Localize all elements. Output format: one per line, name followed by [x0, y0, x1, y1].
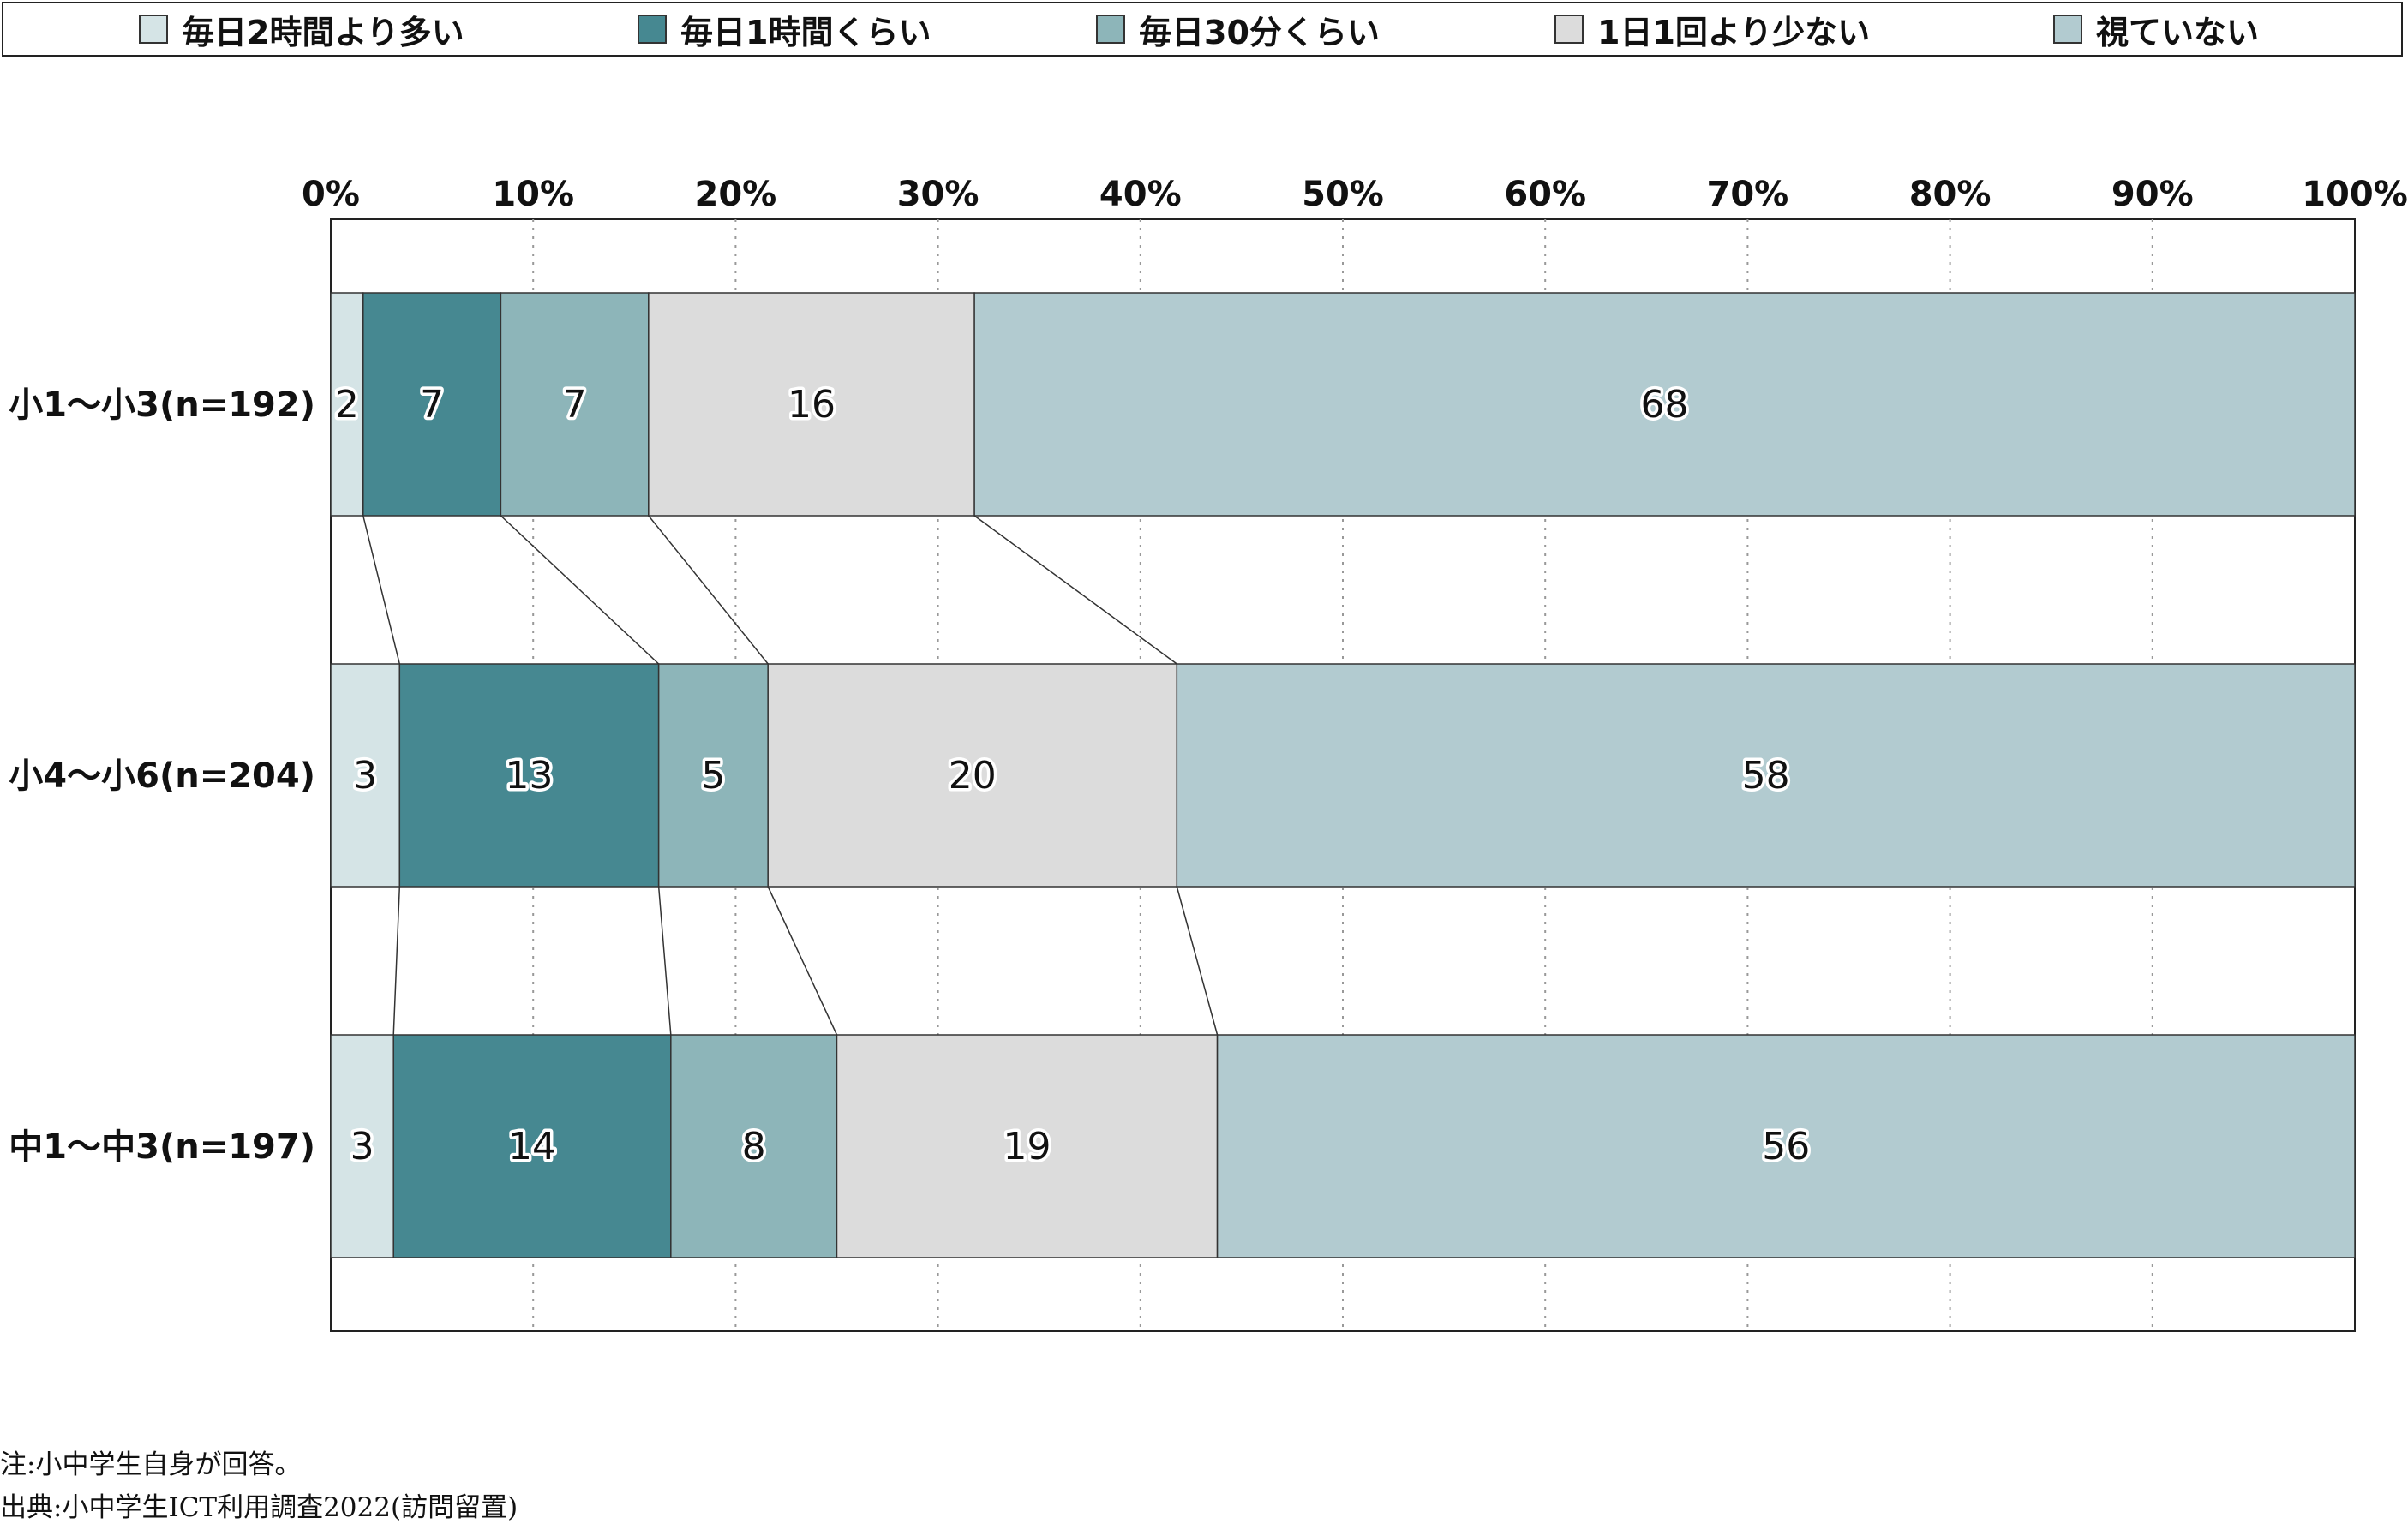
- legend-item: 1日1回より少ない: [1554, 3, 1870, 55]
- data-label: 16: [788, 383, 836, 427]
- data-label: 7: [563, 383, 587, 427]
- chart-legend: 毎日2時間より多い 毎日1時間くらい 毎日30分くらい 1日1回より少ない 視ていない: [2, 2, 2403, 57]
- connector-line: [392, 886, 401, 1036]
- data-label: 58: [1742, 754, 1790, 798]
- data-label: 68: [1641, 383, 1689, 427]
- legend-item: 視ていない: [2053, 3, 2259, 55]
- data-label: 3: [350, 1125, 374, 1168]
- x-tick-label: 0%: [302, 175, 360, 214]
- legend-item: 毎日30分くらい: [1096, 3, 1380, 55]
- x-tick-label: 50%: [1302, 175, 1384, 214]
- legend-label: 毎日1時間くらい: [680, 13, 931, 51]
- data-label: 20: [949, 754, 997, 798]
- chart-source: 出典:小中学生ICT利用調査2022(訪問留置): [0, 1492, 518, 1523]
- x-tick-label: 20%: [695, 175, 777, 214]
- legend-item: 毎日1時間くらい: [638, 3, 931, 55]
- connector-line: [657, 886, 672, 1036]
- x-tick-label: 100%: [2302, 175, 2408, 214]
- data-label: 13: [505, 754, 553, 798]
- stacked-bar-chart: 0% 10% 20% 30% 40% 50% 60% 70% 80% 90% 100% 2 7 7 16 68…: [9, 175, 2408, 1332]
- bar-segment: [1176, 663, 2356, 888]
- bar-segment: [330, 663, 401, 888]
- legend-label: 1日1回より少ない: [1597, 13, 1871, 51]
- bar-segment: [330, 1034, 394, 1258]
- legend-item: 毎日2時間より多い: [139, 3, 464, 55]
- data-label: 56: [1762, 1125, 1810, 1168]
- chart-note: 注:小中学生自身が回答。: [0, 1449, 302, 1480]
- x-tick-label: 70%: [1707, 175, 1789, 214]
- data-label: 14: [508, 1125, 556, 1168]
- connector-line: [767, 886, 838, 1036]
- bar-segment: [398, 663, 660, 888]
- connector-line: [648, 515, 769, 665]
- legend-label: 毎日30分くらい: [1139, 13, 1380, 51]
- x-tick-label: 60%: [1504, 175, 1586, 214]
- data-label: 5: [701, 754, 725, 798]
- bar-segment: [392, 1034, 672, 1258]
- data-label: 2: [335, 383, 359, 427]
- bar-segment: [330, 292, 364, 517]
- x-tick-label: 30%: [897, 175, 979, 214]
- data-label: 19: [1003, 1125, 1051, 1168]
- category-label: 小4〜小6(n=204): [9, 756, 315, 796]
- category-label: 中1〜中3(n=197): [9, 1127, 315, 1167]
- legend-swatch: [638, 15, 667, 44]
- data-label: 3: [353, 754, 377, 798]
- x-tick-label: 10%: [492, 175, 574, 214]
- connector-line: [500, 515, 660, 665]
- connector-line: [362, 515, 401, 665]
- connector-line: [973, 515, 1177, 665]
- legend-label: 毎日2時間より多い: [182, 13, 464, 51]
- category-label: 小1〜小3(n=192): [9, 385, 315, 425]
- bar-segment: [1216, 1034, 2356, 1258]
- bar-segment: [973, 292, 2356, 517]
- data-label: 7: [420, 383, 444, 427]
- legend-swatch: [2053, 15, 2082, 44]
- x-tick-label: 40%: [1099, 175, 1182, 214]
- x-tick-label: 90%: [2111, 175, 2194, 214]
- bar-segment: [362, 292, 502, 517]
- legend-label: 視ていない: [2096, 13, 2260, 51]
- bar-segment: [670, 1034, 838, 1258]
- legend-swatch: [1554, 15, 1584, 44]
- bar-segment: [500, 292, 650, 517]
- legend-swatch: [139, 15, 168, 44]
- connector-line: [1176, 886, 1219, 1036]
- x-tick-label: 80%: [1909, 175, 1992, 214]
- bar-segment: [836, 1034, 1219, 1258]
- data-label: 8: [742, 1125, 766, 1168]
- bar-segment: [648, 292, 975, 517]
- bar-segment: [657, 663, 769, 888]
- bar-segment: [767, 663, 1178, 888]
- legend-swatch: [1096, 15, 1125, 44]
